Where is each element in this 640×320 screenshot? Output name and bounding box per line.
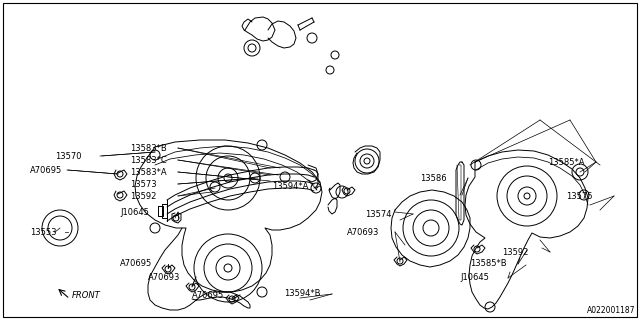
Text: 13594*B: 13594*B [284, 290, 321, 299]
Text: 13553: 13553 [30, 228, 56, 236]
Text: A70693: A70693 [148, 273, 180, 282]
Text: A70695: A70695 [30, 165, 62, 174]
Text: 13586: 13586 [420, 173, 447, 182]
Text: 13592: 13592 [502, 247, 529, 257]
Text: 13574: 13574 [365, 210, 392, 219]
Text: A022001187: A022001187 [586, 306, 635, 315]
Text: 13575: 13575 [566, 191, 593, 201]
Text: 13583*B: 13583*B [130, 143, 167, 153]
Text: 13573: 13573 [130, 180, 157, 188]
Text: 13585*B: 13585*B [470, 260, 507, 268]
Text: 13583*C: 13583*C [130, 156, 167, 164]
Text: A70695: A70695 [192, 291, 224, 300]
Text: 13594*A: 13594*A [272, 181, 308, 190]
Text: 13583*A: 13583*A [130, 167, 166, 177]
Text: FRONT: FRONT [72, 291, 100, 300]
Text: 13585*A: 13585*A [548, 157, 584, 166]
Text: J10645: J10645 [460, 274, 489, 283]
Text: 13592: 13592 [130, 191, 156, 201]
Text: A70695: A70695 [120, 260, 152, 268]
Text: J10645: J10645 [120, 207, 149, 217]
Text: 13570: 13570 [55, 151, 81, 161]
Text: A70693: A70693 [347, 228, 380, 236]
